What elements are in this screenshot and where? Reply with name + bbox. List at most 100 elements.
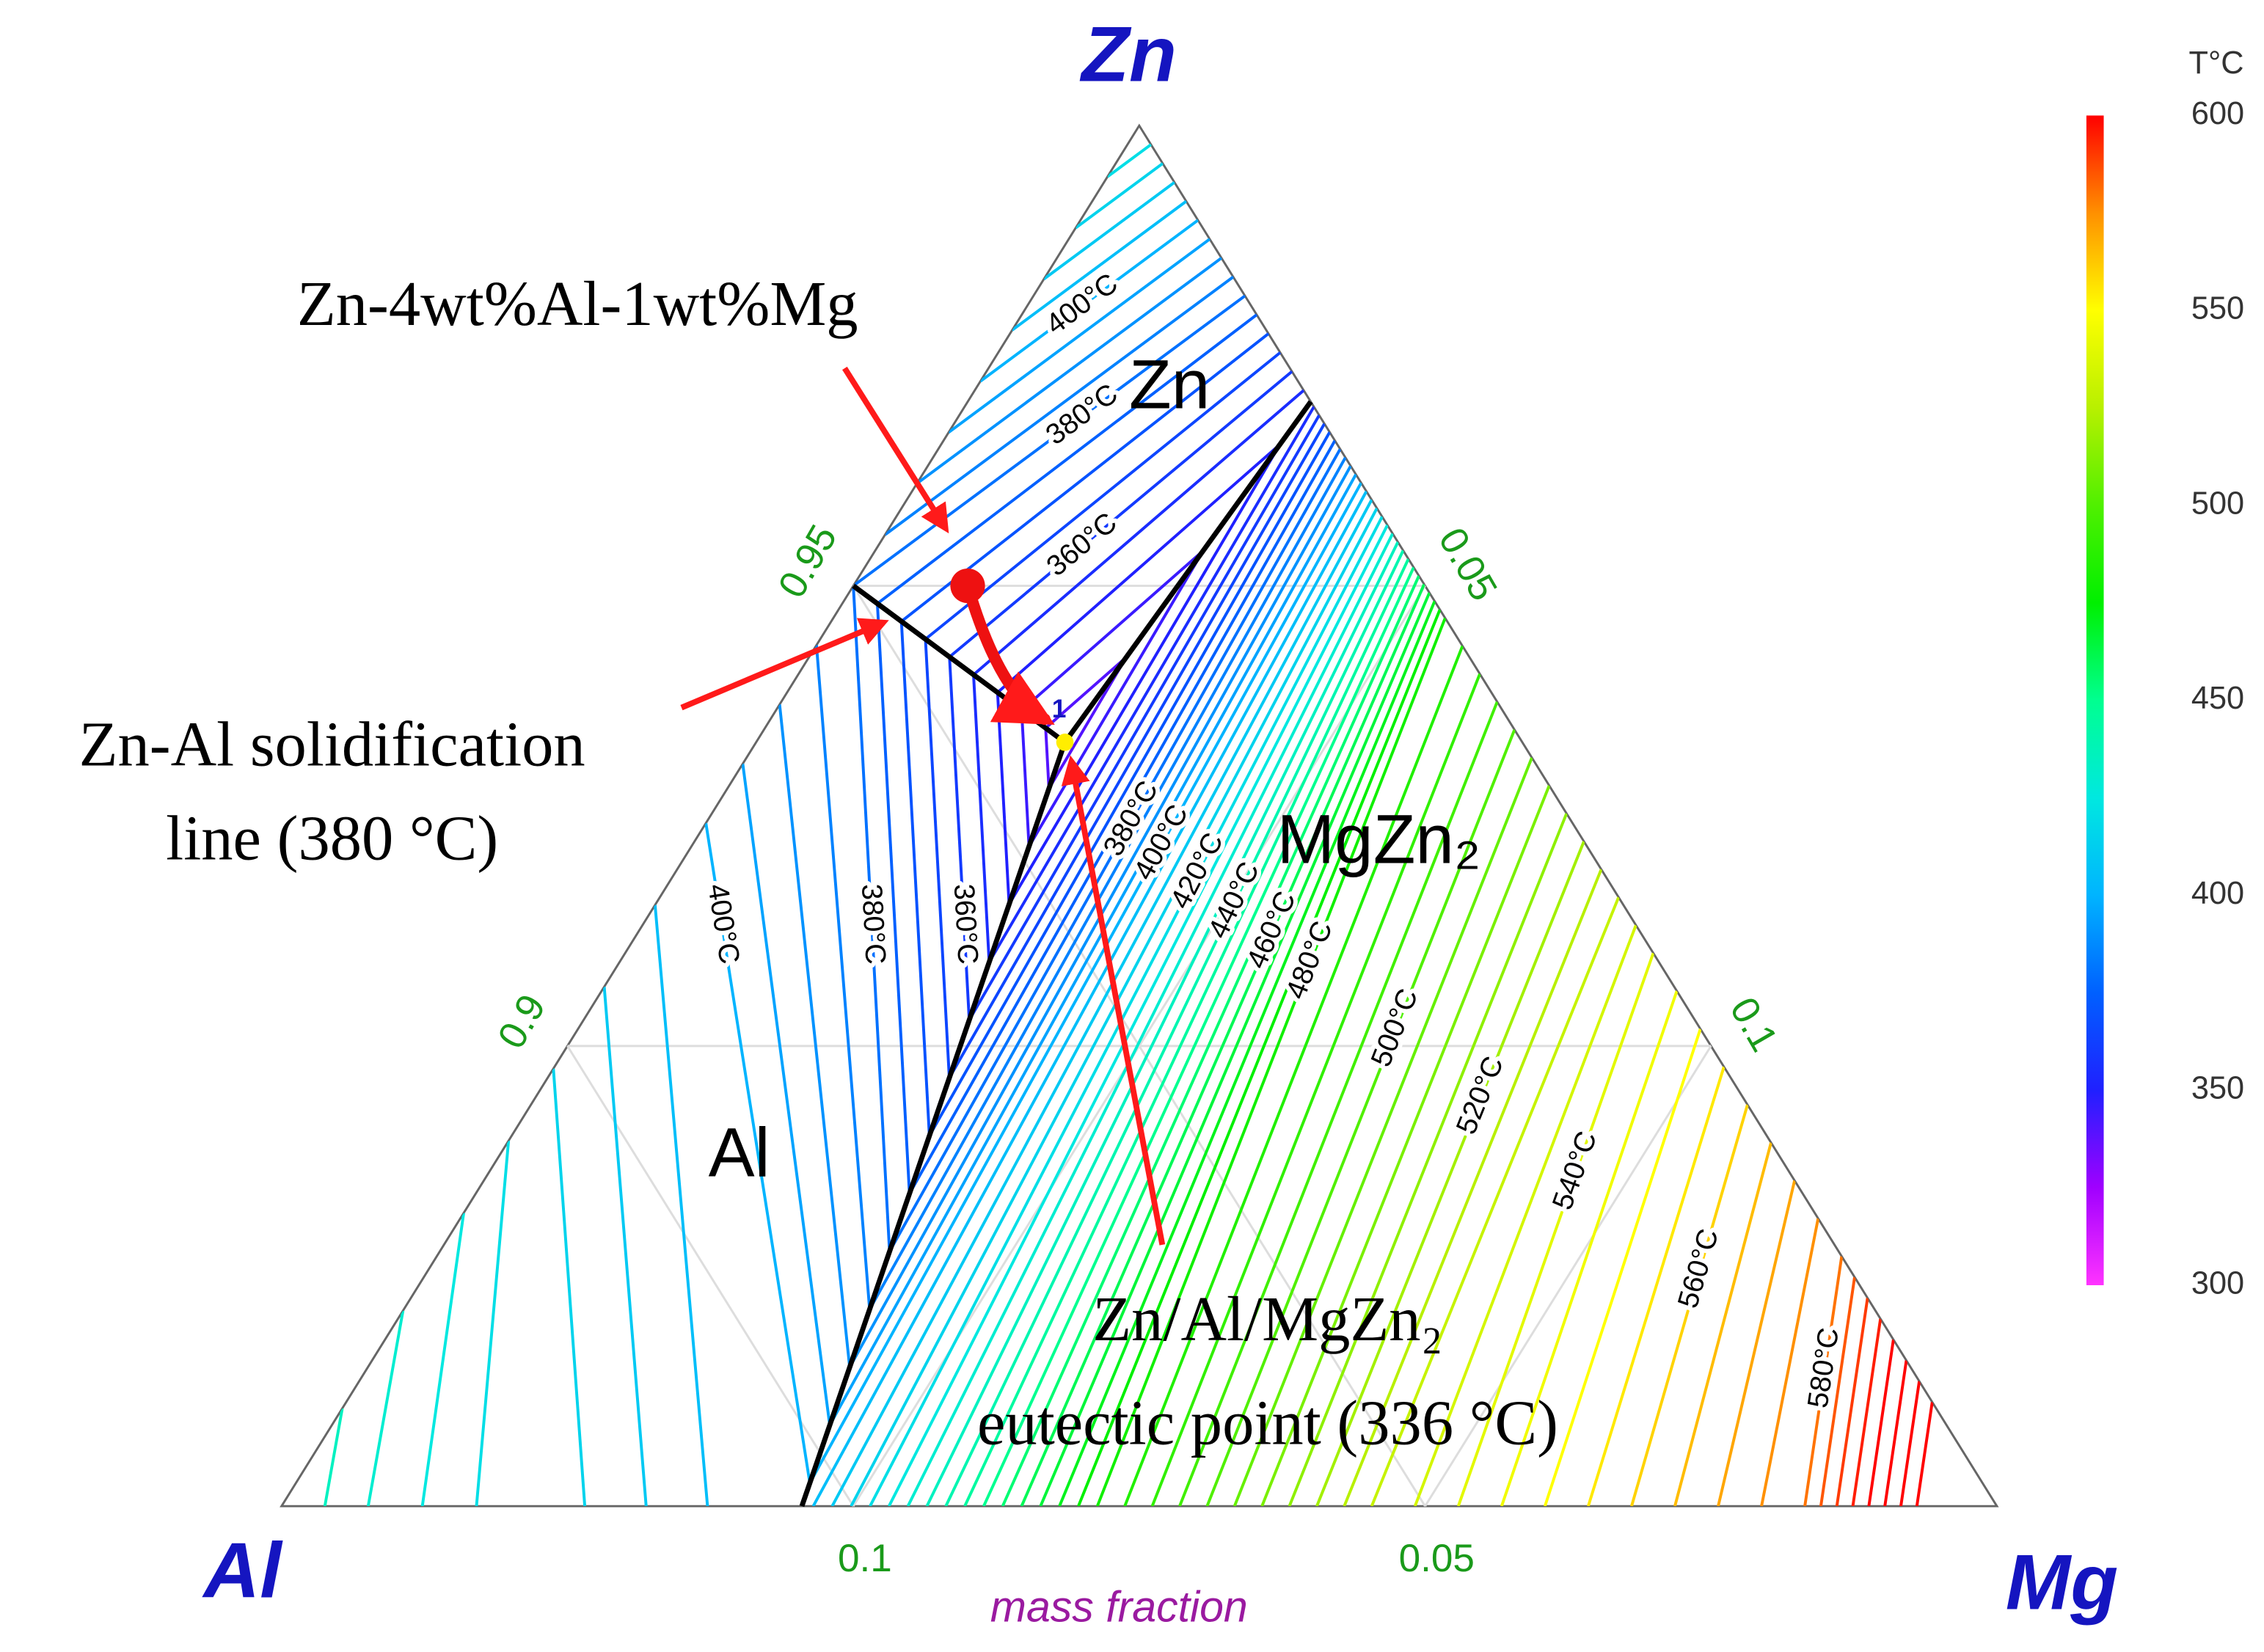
colorbar-tick-label: 550 [2191, 291, 2244, 326]
isotherm [811, 490, 1368, 1507]
isotherm [1020, 583, 1426, 1507]
isotherm [1150, 673, 1481, 1507]
isotherm [1717, 1180, 1797, 1507]
isotherm [916, 257, 1223, 485]
isotherm [908, 439, 1337, 1195]
isotherm [1011, 200, 1188, 332]
isotherm [1027, 549, 1205, 847]
isotherm [884, 275, 1235, 536]
isotherm [899, 621, 931, 1136]
eutectic-marker: 1 [1052, 694, 1067, 723]
isotherm [1044, 728, 1051, 789]
isotherm [853, 294, 1246, 588]
isotherm [1106, 143, 1153, 178]
isotherm [1001, 575, 1420, 1507]
isotherm [888, 524, 1389, 1507]
colorbar-tick-label: 350 [2191, 1071, 2244, 1106]
isotherm [979, 219, 1199, 383]
isotherm [876, 313, 1258, 605]
corner-label: Mg [2006, 1538, 2118, 1626]
mg-tick-label: 0.05 [1430, 521, 1505, 608]
isotherm [925, 541, 1400, 1507]
isotherm [972, 674, 991, 962]
isotherm [963, 558, 1410, 1507]
isotherm-label: 380°C [855, 883, 892, 965]
grid-line [852, 585, 1426, 1507]
region-mgzn2 [808, 406, 1934, 1507]
isotherm [996, 692, 1011, 904]
isotherm [1343, 869, 1603, 1507]
isotherm [1883, 1360, 1908, 1507]
isotherm [868, 456, 1347, 1310]
isotherm [1544, 1028, 1702, 1507]
isotherm [475, 1140, 511, 1507]
colorbar-title: T°C [2189, 45, 2244, 81]
isotherm [948, 423, 1326, 1079]
isotherm-label: 520°C [1450, 1052, 1510, 1139]
isotherm [1077, 609, 1442, 1507]
annotation: line (380 °C) [166, 803, 498, 873]
isotherm [1370, 896, 1621, 1507]
isotherm [704, 822, 811, 1483]
isotherm [814, 645, 872, 1310]
isotherm [869, 516, 1384, 1507]
isotherm [1899, 1381, 1921, 1507]
isotherm [828, 473, 1357, 1426]
isotherm [741, 763, 831, 1425]
isotherm [1095, 617, 1447, 1507]
isotherm [778, 704, 852, 1368]
isotherm [808, 482, 1363, 1484]
isotherm [1020, 710, 1031, 847]
isotherm [1915, 1401, 1934, 1507]
colorbar-tick-label: 400 [2191, 876, 2244, 911]
phase-boundary [1062, 400, 1313, 744]
isotherm [1123, 645, 1464, 1507]
annotation: Zn-Al solidification [79, 709, 585, 780]
isotherm [420, 1213, 465, 1507]
isotherm [1039, 592, 1431, 1507]
phase-label: Al [709, 1114, 770, 1192]
isotherm [1315, 841, 1585, 1507]
axis-label: mass fraction [990, 1583, 1248, 1631]
isotherm [602, 987, 648, 1507]
colorbar-tick-label: 500 [2191, 486, 2244, 521]
isotherm [1851, 1318, 1883, 1507]
colorbar-tick-label: 300 [2191, 1265, 2244, 1301]
isotherm [850, 507, 1379, 1507]
isotherm [1205, 729, 1516, 1507]
isotherm [888, 448, 1342, 1253]
isotherm [924, 351, 1282, 640]
colorbar-tick-label: 450 [2191, 681, 2244, 716]
eutectic-point [1056, 734, 1074, 751]
isotherm [1760, 1218, 1820, 1507]
mg-tick-label: 0.1 [1721, 990, 1786, 1059]
corner-label: Zn [1079, 11, 1177, 98]
isotherm [928, 431, 1332, 1137]
isotherm [1045, 656, 1128, 729]
annotation-arrow [680, 618, 889, 711]
phase-label: MgZn₂ [1277, 801, 1480, 879]
isotherm [323, 1408, 344, 1507]
isotherm [948, 370, 1293, 659]
grid-line [1424, 1045, 1712, 1507]
isotherm [830, 499, 1373, 1507]
isotherm [1803, 1256, 1844, 1507]
isotherm [1288, 813, 1569, 1507]
isotherm [924, 639, 951, 1078]
al-tick-label: 0.05 [1399, 1537, 1475, 1580]
isotherm [987, 406, 1315, 963]
isotherm [944, 549, 1405, 1507]
isotherm [1456, 952, 1655, 1507]
colorbar [2086, 115, 2104, 1285]
region-al [323, 585, 1051, 1507]
annotation-arrow [1061, 755, 1166, 1246]
isotherm [1835, 1298, 1869, 1507]
annotation: Zn-4wt%Al-1wt%Mg [297, 268, 858, 339]
isotherm-label: 400°C [701, 882, 746, 966]
overlay-layer: 1 300 350 400 450 500 550 600 [799, 96, 2244, 1507]
isotherm [1007, 443, 1282, 905]
isotherm [1587, 1066, 1726, 1507]
isotherm [366, 1310, 405, 1507]
